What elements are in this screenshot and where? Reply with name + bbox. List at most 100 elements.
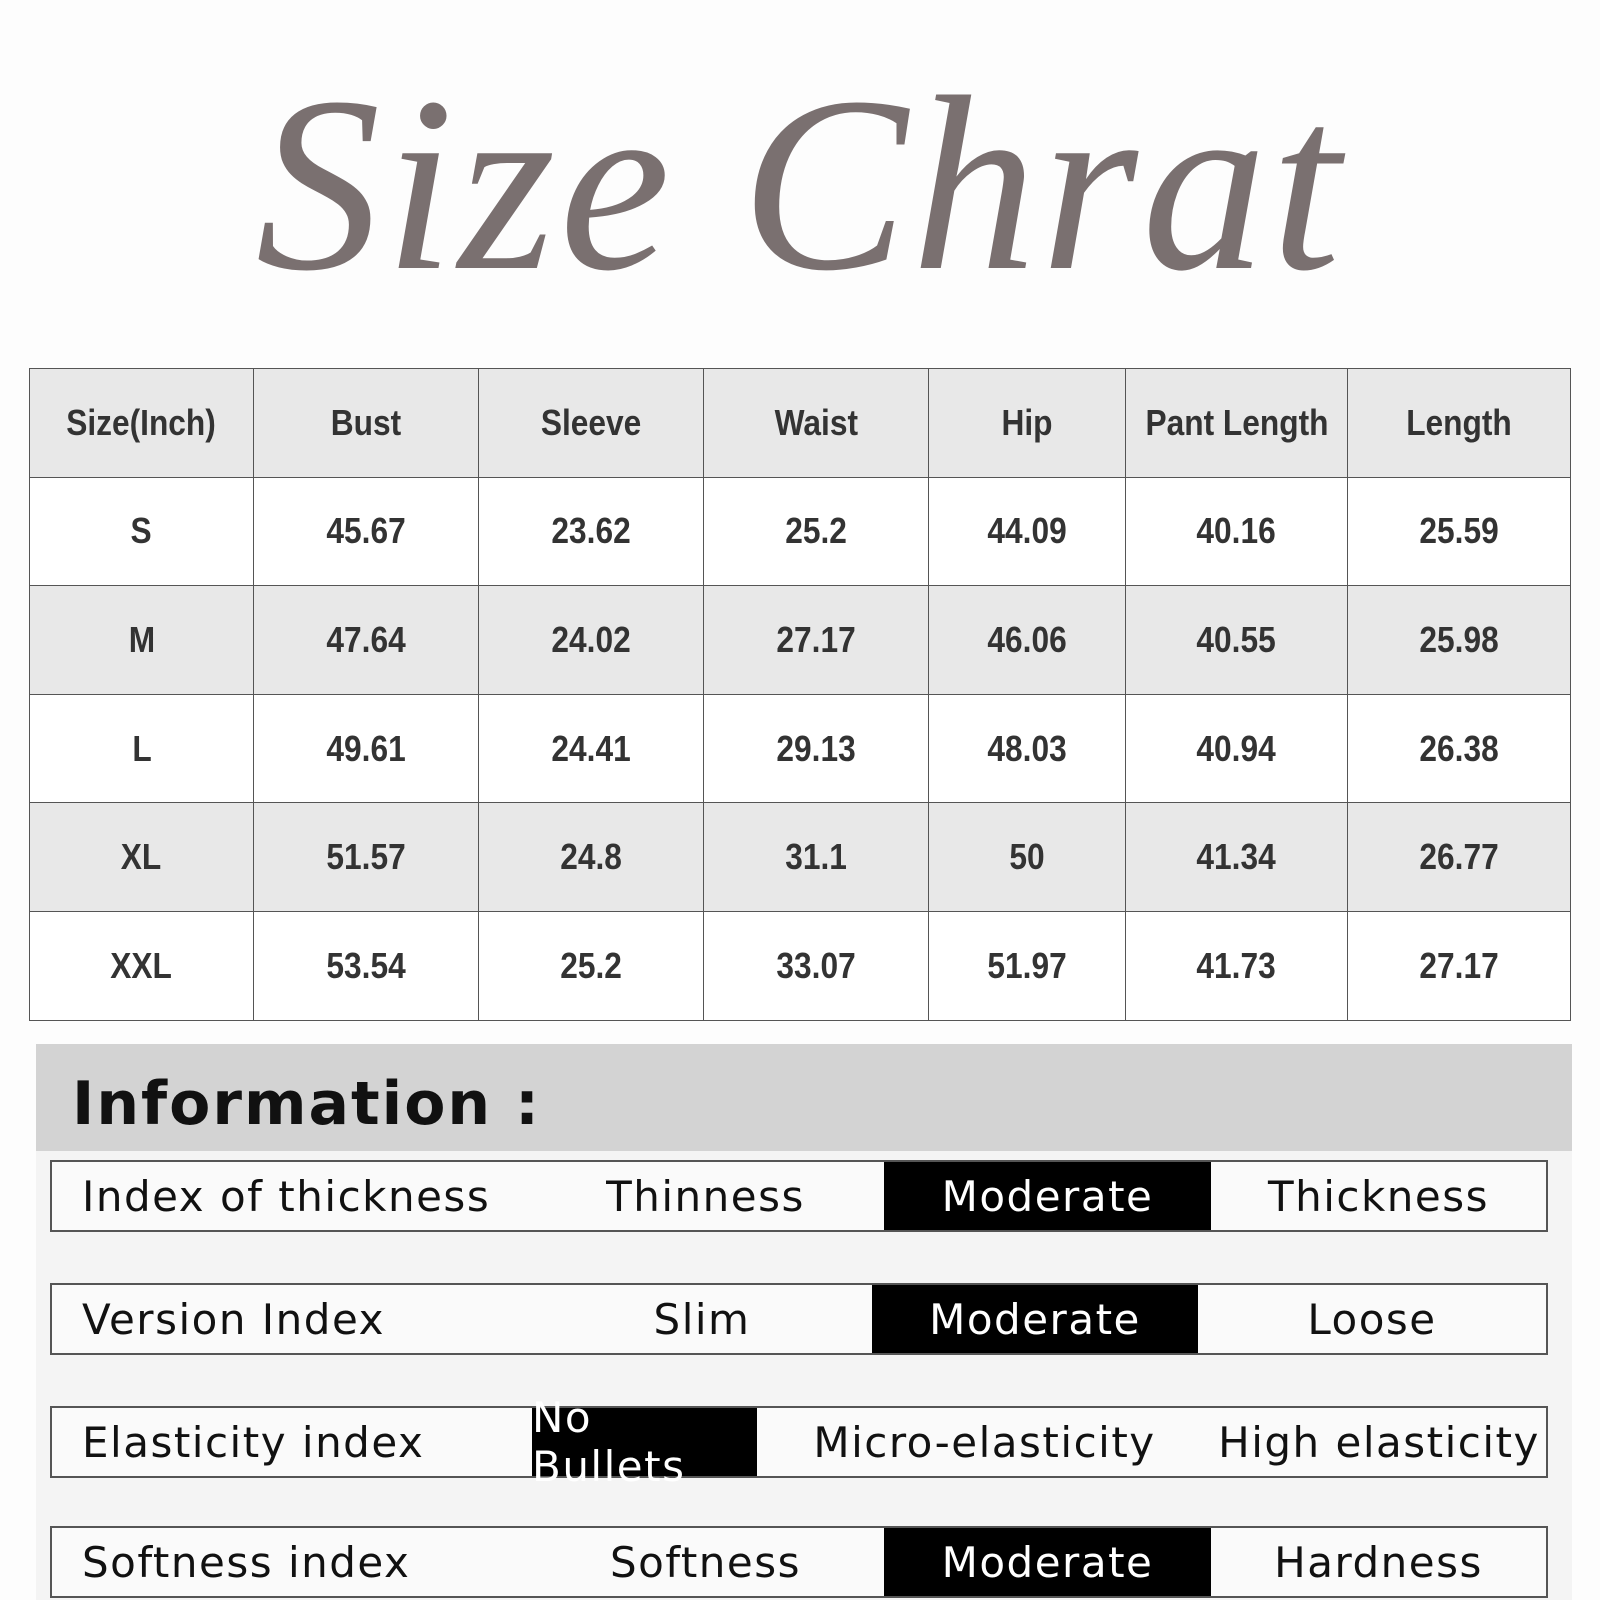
- cell-text: S: [130, 510, 153, 552]
- header-cell: Sleeve: [478, 368, 704, 478]
- cell-text: 26.77: [1419, 836, 1499, 878]
- cell-text: Pant Length: [1144, 401, 1329, 443]
- cell-text: 24.8: [560, 836, 622, 878]
- cell-text: Waist: [774, 401, 858, 443]
- table-cell: M: [29, 585, 254, 695]
- cell-text: XXL: [110, 944, 173, 986]
- info-row: Softness index Softness Moderate Hardness: [50, 1526, 1548, 1598]
- cell-text: 40.55: [1196, 618, 1277, 660]
- header-cell: Waist: [703, 368, 929, 478]
- table-cell: 45.67: [253, 476, 479, 587]
- table-cell: 44.09: [928, 476, 1126, 587]
- table-cell: 47.64: [253, 585, 479, 695]
- table-cell: 25.59: [1347, 476, 1571, 587]
- cell-text: Hip: [1001, 401, 1053, 443]
- table-cell: 25.2: [478, 911, 704, 1021]
- table-cell: 24.8: [478, 802, 704, 912]
- cell-text: 41.34: [1196, 836, 1277, 878]
- cell-text: 24.41: [551, 727, 631, 769]
- cell-text: XL: [121, 836, 162, 878]
- cell-text: 27.17: [776, 618, 856, 660]
- info-header-bar: [36, 1044, 1572, 1151]
- table-cell: 33.07: [703, 911, 929, 1021]
- info-option: Thickness: [1267, 1171, 1490, 1221]
- table-cell: 50: [928, 802, 1126, 912]
- title: Size Chrat: [255, 46, 1345, 323]
- table-cell: S: [29, 476, 254, 587]
- info-option: Micro-elasticity: [813, 1417, 1156, 1467]
- table-cell: 40.16: [1125, 476, 1348, 587]
- cell-text: 27.17: [1419, 944, 1499, 986]
- info-label: Version Index: [82, 1294, 385, 1344]
- header-cell: Hip: [928, 368, 1126, 478]
- table-cell: 26.77: [1347, 802, 1571, 912]
- cell-text: 25.2: [560, 944, 622, 986]
- cell-text: 23.62: [551, 510, 631, 552]
- table-cell: 27.17: [703, 585, 929, 695]
- info-option: Softness: [609, 1537, 802, 1587]
- cell-text: 47.64: [326, 618, 406, 660]
- cell-text: 46.06: [987, 618, 1067, 660]
- info-label: Softness index: [82, 1537, 411, 1587]
- cell-text: 53.54: [326, 944, 406, 986]
- table-cell: 40.94: [1125, 693, 1348, 804]
- info-option: High elasticity: [1218, 1417, 1540, 1467]
- cell-text: 51.97: [987, 944, 1067, 986]
- cell-text: 31.1: [785, 836, 847, 878]
- table-cell: 31.1: [703, 802, 929, 912]
- info-option: Moderate: [884, 1162, 1211, 1230]
- table-cell: 40.55: [1125, 585, 1348, 695]
- table-cell: 41.34: [1125, 802, 1348, 912]
- cell-text: Bust: [330, 401, 402, 443]
- cell-text: 25.59: [1419, 510, 1499, 552]
- table-cell: 49.61: [253, 693, 479, 804]
- table-cell: XXL: [29, 911, 254, 1021]
- info-option: Moderate: [884, 1528, 1211, 1596]
- table-cell: 51.97: [928, 911, 1126, 1021]
- info-row: Elasticity index No Bullets Micro-elastici…: [50, 1393, 1548, 1491]
- table-cell: 24.02: [478, 585, 704, 695]
- cell-text: 33.07: [776, 944, 856, 986]
- cell-text: 24.02: [551, 618, 631, 660]
- cell-text: 51.57: [326, 836, 406, 878]
- info-row: Version Index Slim Moderate Loose: [50, 1283, 1548, 1355]
- info-option: Loose: [1307, 1294, 1437, 1344]
- info-label: Elasticity index: [82, 1417, 425, 1467]
- cell-text: 40.94: [1196, 727, 1277, 769]
- info-option: Moderate: [872, 1285, 1198, 1353]
- cell-text: Length: [1406, 401, 1512, 443]
- cell-text: 40.16: [1196, 510, 1277, 552]
- table-cell: 46.06: [928, 585, 1126, 695]
- info-option: Slim: [653, 1294, 751, 1344]
- cell-text: L: [131, 727, 152, 769]
- info-option: Hardness: [1274, 1537, 1483, 1587]
- table-cell: 51.57: [253, 802, 479, 912]
- cell-text: 50: [1009, 836, 1045, 878]
- table-cell: 53.54: [253, 911, 479, 1021]
- table-cell: L: [29, 693, 254, 804]
- info-label: Index of thickness: [82, 1171, 491, 1221]
- table-cell: 29.13: [703, 693, 929, 804]
- table-cell: 25.2: [703, 476, 929, 587]
- header-cell: Bust: [253, 368, 479, 478]
- info-title: Information :: [72, 1069, 542, 1139]
- info-option: No Bullets: [532, 1393, 757, 1491]
- cell-text: 44.09: [987, 510, 1067, 552]
- table-cell: XL: [29, 802, 254, 912]
- table-cell: 23.62: [478, 476, 704, 587]
- cell-text: 25.2: [785, 510, 847, 552]
- header-cell: Length: [1347, 368, 1571, 478]
- cell-text: 26.38: [1419, 727, 1499, 769]
- cell-text: M: [128, 618, 155, 660]
- table-cell: 25.98: [1347, 585, 1571, 695]
- cell-text: 48.03: [987, 727, 1067, 769]
- cell-text: 25.98: [1419, 618, 1499, 660]
- cell-text: 29.13: [776, 727, 856, 769]
- table-cell: 48.03: [928, 693, 1126, 804]
- cell-text: 45.67: [326, 510, 406, 552]
- info-option: Thinness: [606, 1171, 805, 1221]
- cell-text: 49.61: [326, 727, 406, 769]
- table-cell: 26.38: [1347, 693, 1571, 804]
- header-cell: Size(Inch): [29, 368, 254, 478]
